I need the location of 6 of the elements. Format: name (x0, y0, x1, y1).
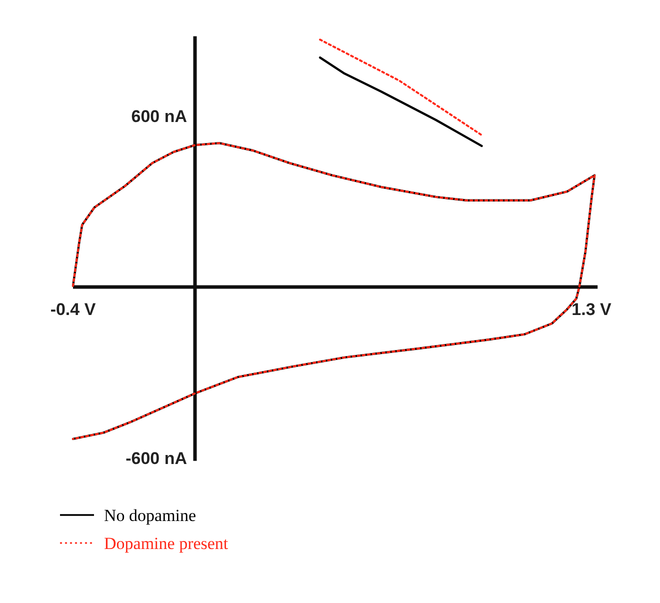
legend-label: Dopamine present (104, 534, 228, 553)
y-tick-label: 600 nA (131, 106, 187, 126)
x-tick-label: -0.4 V (50, 300, 96, 320)
x-tick-label: 1.3 V (572, 300, 612, 320)
y-tick-label: -600 nA (126, 449, 187, 468)
legend-label: No dopamine (104, 506, 196, 525)
